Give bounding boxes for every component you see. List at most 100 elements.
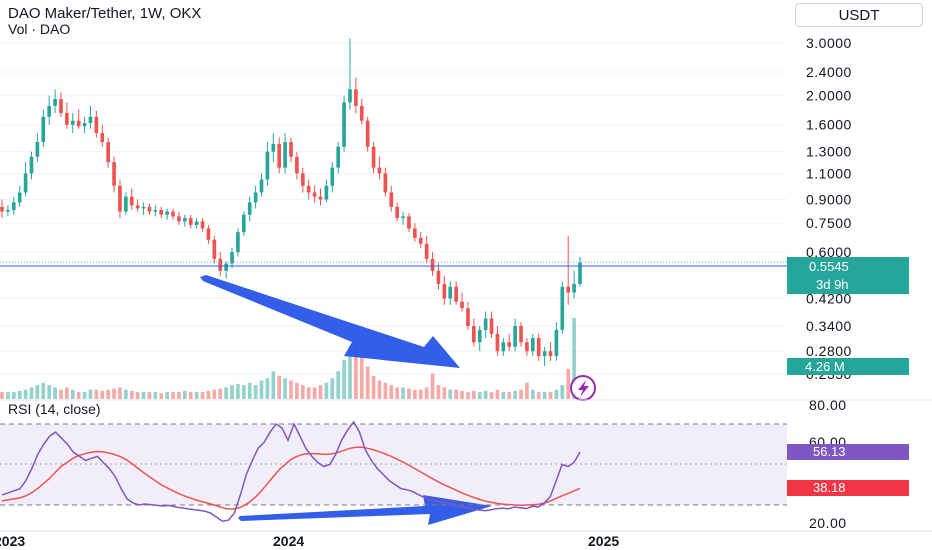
candle [513, 318, 517, 352]
price-tick: 0.3400 [806, 318, 852, 334]
volume-bar [159, 393, 164, 399]
volume-bar [519, 389, 523, 399]
candle [47, 95, 52, 125]
candle [489, 311, 494, 339]
candle [183, 214, 187, 227]
volume-bar [466, 392, 470, 399]
candle [548, 342, 553, 361]
volume-bar [371, 375, 376, 399]
candle [106, 137, 110, 168]
volume-bar [236, 383, 240, 399]
volume-bar [365, 366, 370, 399]
countdown-badge: 3d 9h [787, 276, 909, 294]
candle [236, 228, 240, 257]
rsi-tick: 80.00 [809, 397, 847, 413]
volume-bar [0, 392, 4, 399]
volume-bar [218, 388, 223, 399]
volume-bar [354, 343, 358, 399]
candle [6, 205, 10, 217]
volume-bar [342, 359, 346, 399]
volume-bar [442, 387, 447, 399]
candle [171, 208, 175, 220]
volume-bar [324, 382, 329, 399]
candle [300, 167, 305, 193]
candle [165, 208, 169, 220]
main-grid [0, 42, 787, 375]
countdown-value: 3d 9h [816, 277, 849, 292]
candle [277, 137, 282, 174]
volume-bar [383, 382, 388, 399]
candle [466, 301, 470, 330]
candle [495, 325, 500, 356]
candle [530, 333, 535, 356]
candle [413, 223, 417, 242]
volume-bar [212, 389, 217, 399]
volume-bar [206, 390, 211, 399]
downtrend-arrow [200, 275, 460, 368]
volume-bar [129, 390, 134, 399]
rsi-line [1, 420, 581, 522]
candle [430, 252, 435, 276]
volume-bar [513, 390, 517, 399]
volume-bar [548, 392, 553, 399]
candle [424, 235, 429, 264]
candle [324, 179, 329, 203]
candle [525, 338, 529, 356]
volume-bar [424, 387, 429, 399]
lightning-icon-glyph [578, 380, 589, 397]
rsi-line [1, 446, 581, 510]
candle [129, 188, 134, 211]
volume-bar [542, 392, 547, 399]
candle [306, 179, 311, 200]
volume-bar [330, 378, 335, 399]
volume-bar [11, 392, 16, 399]
volume-bar [348, 352, 352, 399]
candle [224, 261, 228, 279]
rsi-tick: 20.00 [809, 515, 847, 531]
volume-bar [283, 378, 287, 399]
volume-bar [82, 392, 87, 399]
candle [230, 247, 234, 269]
currency-selector[interactable]: USDT [795, 3, 923, 27]
candle [507, 333, 512, 352]
volume-bar [106, 389, 110, 399]
volume-bar [23, 389, 28, 399]
candle [312, 185, 317, 203]
candle [265, 142, 270, 186]
time-tick-2023: 2023 [0, 533, 25, 549]
volume-bar [188, 392, 193, 399]
volume-bar [407, 388, 411, 399]
volume-bar [29, 387, 34, 399]
candle [442, 275, 447, 305]
candle [371, 142, 376, 174]
volume-bar [277, 375, 282, 399]
candle [88, 105, 93, 129]
candle [330, 162, 335, 193]
volume-bar [230, 385, 234, 399]
volume-bars [0, 318, 582, 399]
time-tick-2025: 2025 [588, 533, 619, 549]
volume-bar [413, 389, 417, 399]
volume-bar [477, 392, 482, 399]
volume-bar [259, 380, 264, 399]
candle [348, 38, 352, 110]
volume-bar [395, 387, 399, 399]
candle [188, 214, 193, 229]
volume-bar [194, 392, 199, 399]
volume-bar [241, 385, 246, 399]
last-price-value: 0.5545 [809, 259, 849, 274]
volume-bar [53, 387, 57, 399]
volume-bar [112, 388, 116, 399]
volume-bar [183, 390, 187, 399]
volume-bar [507, 392, 512, 399]
volume-bar [530, 389, 535, 399]
candle [436, 263, 441, 290]
volume-bar [177, 392, 181, 399]
rsi-value-badge: 56.13 [787, 444, 909, 460]
volume-bar [118, 387, 122, 399]
volume-bar [489, 392, 494, 399]
candle [94, 110, 99, 138]
volume-bar [265, 378, 270, 399]
candle [289, 137, 293, 163]
volume-bar [318, 385, 323, 399]
